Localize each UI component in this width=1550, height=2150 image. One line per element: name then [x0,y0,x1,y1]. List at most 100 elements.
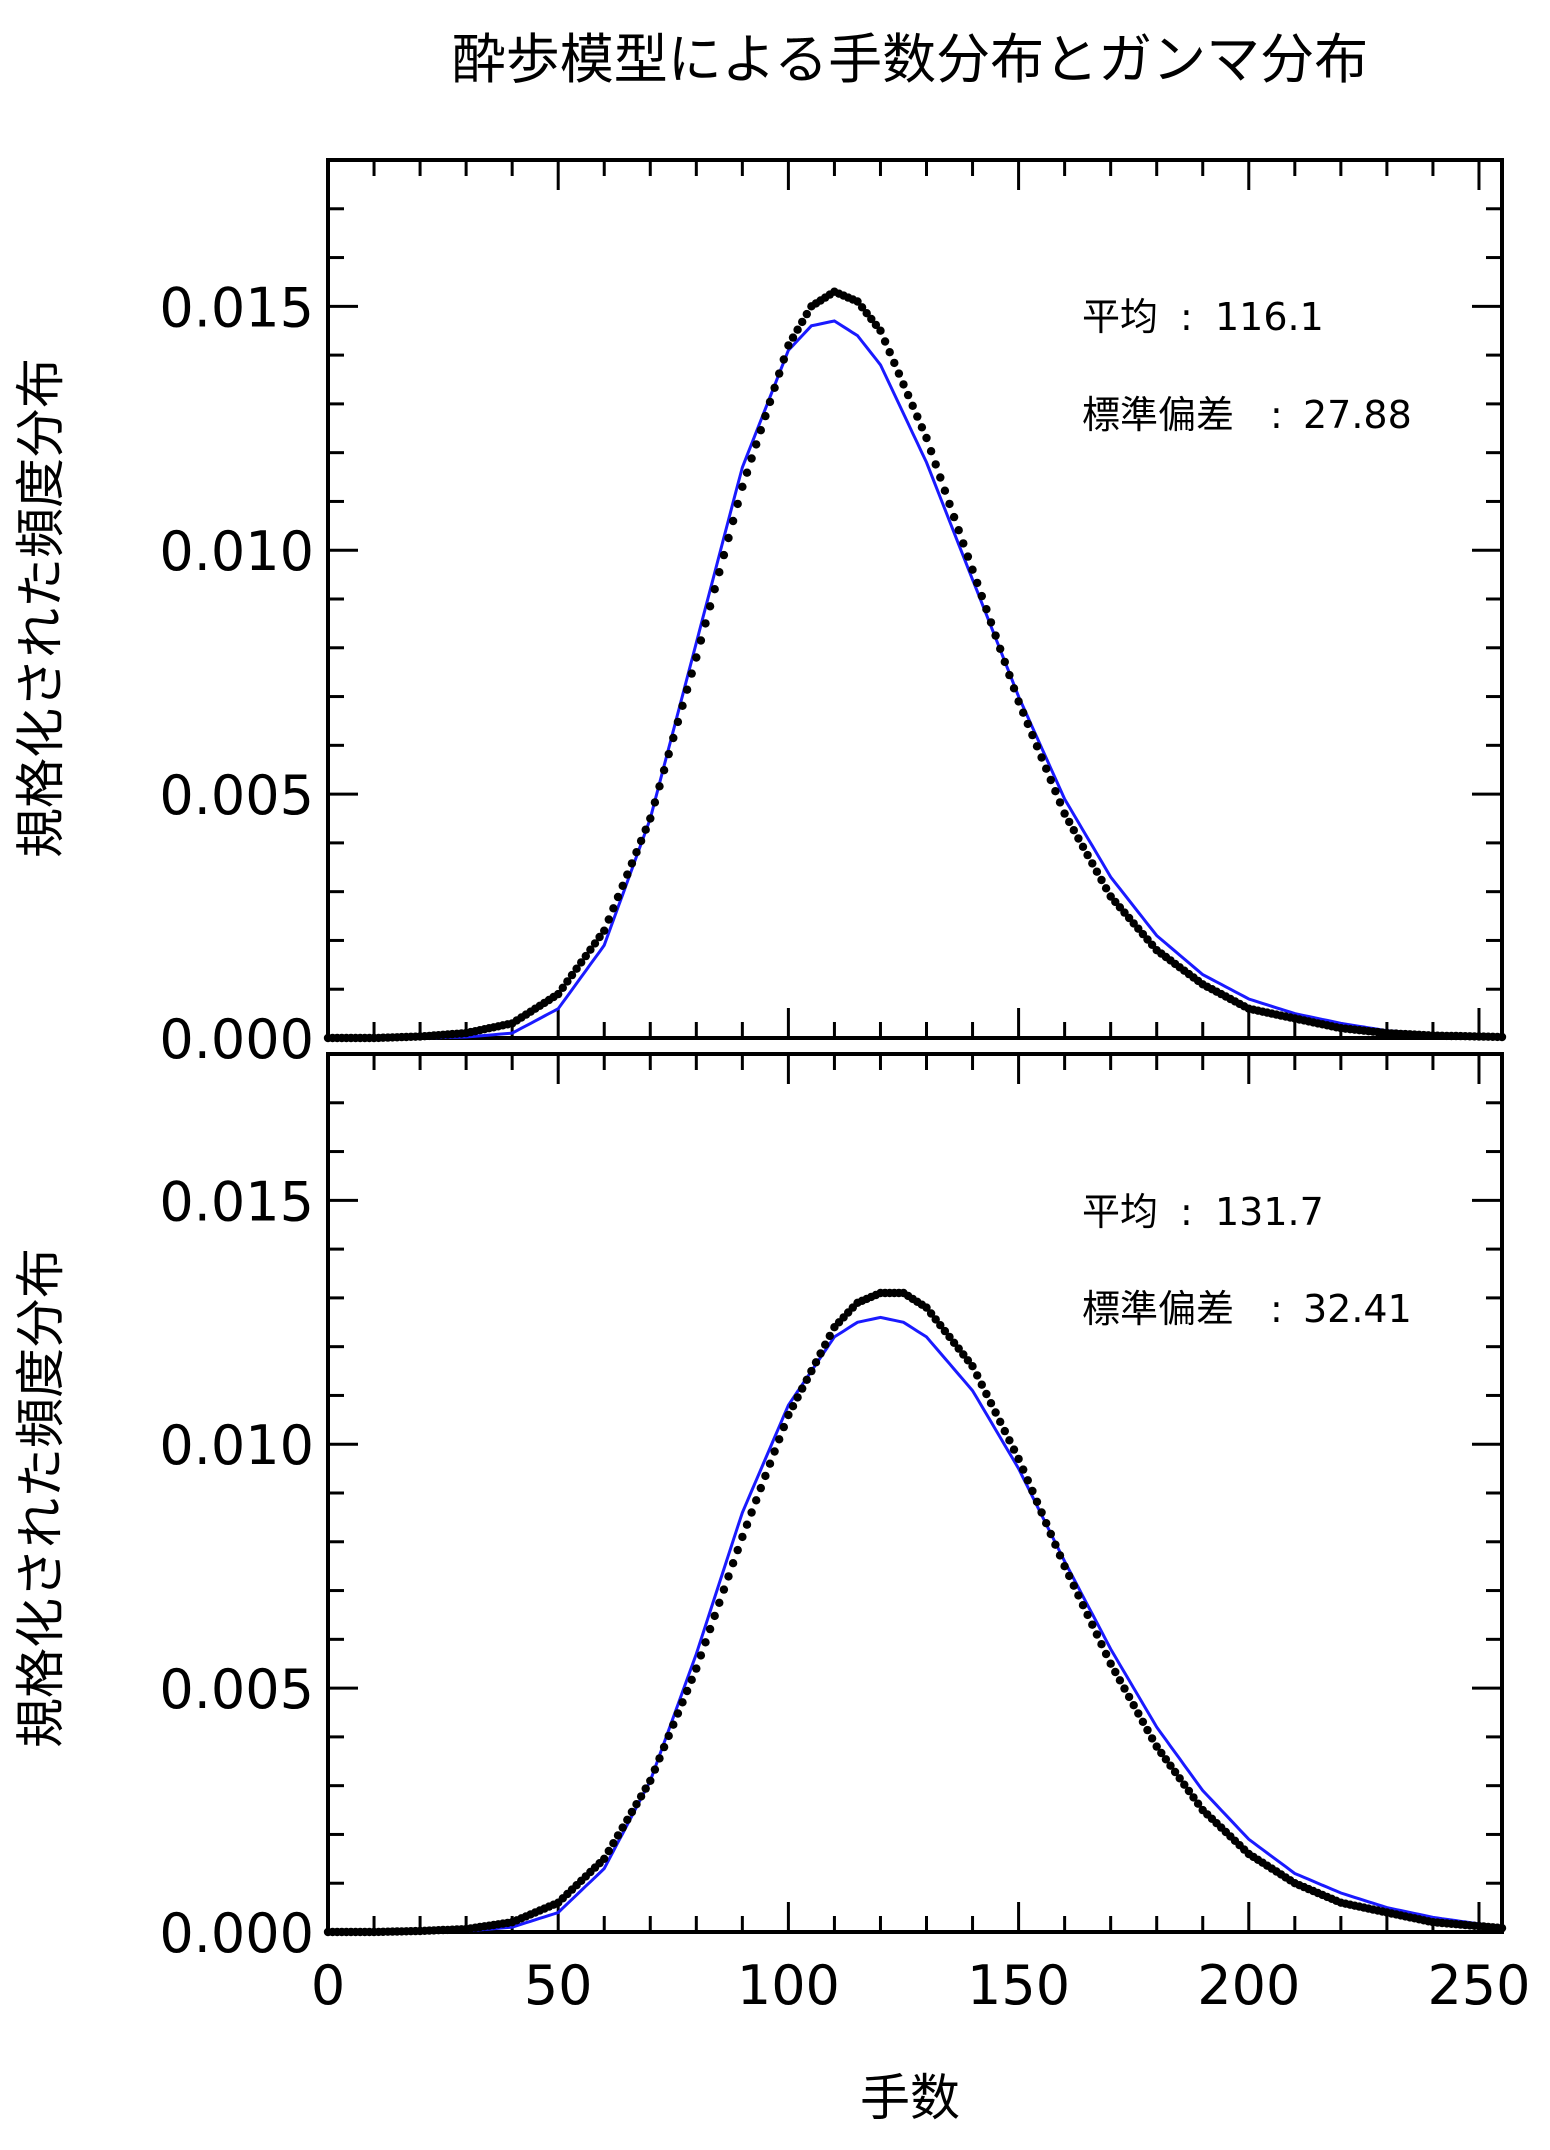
data-point-bottom [738,1532,747,1542]
data-point-bottom [802,1375,811,1385]
data-point-top [664,749,673,759]
x-tick-label: 150 [967,1954,1070,2017]
y-tick-label-bottom: 0.010 [159,1414,314,1477]
data-point-top [876,326,885,335]
data-point-bottom [977,1380,986,1389]
data-point-bottom [1074,1591,1083,1600]
data-point-bottom [659,1742,669,1752]
data-point-bottom [775,1435,784,1444]
data-point-bottom [742,1520,752,1529]
data-point-bottom [604,1846,613,1856]
data-point-top [973,578,982,588]
data-point-bottom [1005,1436,1014,1445]
data-point-bottom [1078,1601,1088,1610]
mean-sep-bottom: : [1180,1190,1193,1234]
data-point-top [646,814,655,823]
data-point-top [613,892,623,902]
data-point-top [968,565,977,574]
data-point-top [770,383,779,392]
data-point-top [1055,798,1065,807]
data-point-top [696,636,706,645]
data-point-bottom [936,1321,945,1330]
data-point-bottom [1046,1529,1056,1539]
data-point-top [1032,742,1042,751]
data-point-top [986,618,996,627]
data-point-top [940,486,950,495]
sd-sep-top: : [1270,393,1283,437]
data-point-top [554,989,563,999]
data-point-top [1083,850,1092,860]
data-point-top [908,401,917,410]
data-point-bottom [756,1483,765,1493]
data-point-bottom [784,1410,793,1420]
data-point-top [595,932,604,942]
data-point-bottom [1088,1620,1097,1629]
data-point-top [1014,697,1023,706]
data-point-bottom [1175,1774,1184,1783]
data-point-top [572,964,581,973]
data-point-bottom [1138,1717,1148,1727]
data-point-top [917,423,927,432]
data-point-bottom [807,1366,816,1376]
data-point-bottom [664,1731,673,1741]
data-point-bottom [1083,1610,1092,1620]
data-point-bottom [1069,1581,1079,1590]
data-point-top [1088,859,1097,868]
data-point-top [641,825,650,834]
panel-bottom: 規格化された頻度分布 平均 : 131.7 標準偏差 : 32.41 手数 0.… [12,1052,1531,2127]
data-point-top [687,669,696,678]
data-point-bottom [761,1471,770,1481]
data-point-bottom [687,1675,696,1685]
data-point-top [733,499,742,509]
plot-frame-top [326,158,1504,1040]
data-point-top [779,355,788,364]
data-point-bottom [724,1572,733,1581]
sd-label-top: 標準偏差 [1082,393,1234,437]
data-point-top [1092,867,1102,876]
data-point-top [558,983,567,992]
mean-value-top: 116.1 [1215,295,1324,339]
data-point-bottom [705,1624,715,1634]
data-point-top [604,915,613,924]
data-point-top [682,685,692,694]
data-point-bottom [632,1800,641,1809]
data-point-bottom [1101,1649,1111,1659]
data-point-top [959,539,968,548]
data-point-bottom [945,1332,954,1342]
data-point-bottom [1161,1755,1171,1764]
data-point-bottom [1037,1508,1046,1517]
data-point-bottom [1147,1734,1157,1743]
data-point-top [1060,809,1069,818]
data-point-bottom [673,1709,683,1718]
data-point-top [954,526,963,535]
data-point-top [627,859,637,868]
data-point-bottom [1157,1748,1166,1758]
data-point-bottom [1124,1692,1134,1702]
sd-value-top: 27.88 [1303,393,1412,437]
data-point-bottom [991,1408,1000,1417]
data-point-top [1042,764,1051,773]
sd-label-bottom: 標準偏差 [1082,1287,1234,1331]
data-point-top [788,333,798,342]
data-point-bottom [1092,1630,1102,1639]
y-tick-label-top: 0.005 [159,764,314,827]
data-point-bottom [825,1331,834,1341]
data-point-bottom [770,1447,779,1456]
data-point-bottom [733,1545,742,1555]
data-point-bottom [655,1754,664,1763]
data-point-bottom [1180,1780,1189,1789]
x-tick-label: 100 [737,1954,840,2017]
data-point-bottom [623,1815,632,1825]
y-tick-label-bottom: 0.005 [159,1658,314,1721]
data-point-top [567,970,577,980]
data-point-top [563,977,572,986]
data-point-top [586,945,595,954]
data-point-top [880,337,890,346]
data-point-bottom [1055,1551,1065,1560]
data-point-top [609,904,618,913]
x-tick-label: 200 [1197,1954,1300,2017]
data-point-top [724,533,733,543]
data-point-bottom [982,1389,991,1399]
data-point-bottom [696,1651,706,1660]
